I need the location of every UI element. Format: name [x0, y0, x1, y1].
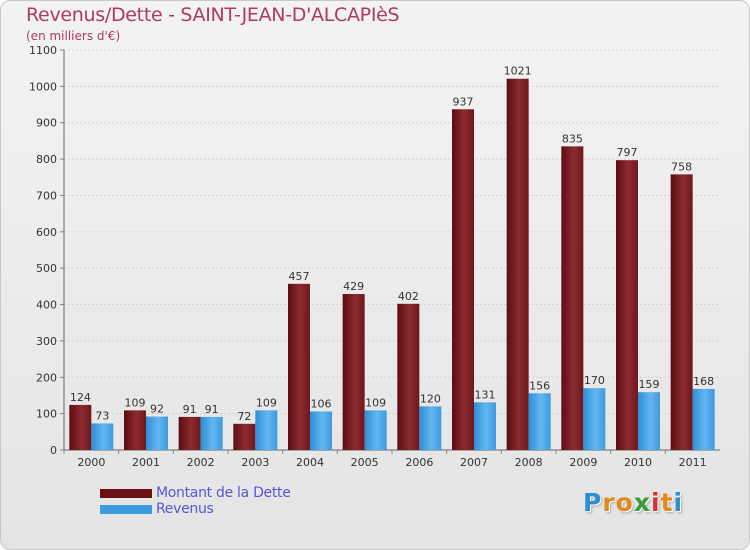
data-label: 73 — [95, 409, 109, 422]
y-tick-label: 1000 — [29, 80, 57, 93]
logo-letter: r — [602, 488, 616, 517]
data-label: 91 — [205, 403, 219, 416]
logo-letter: o — [615, 488, 634, 517]
bar-revenus — [200, 416, 223, 450]
bar-dette — [288, 283, 310, 450]
data-label: 168 — [693, 375, 714, 388]
bar-revenus — [310, 411, 332, 450]
bar-revenus — [583, 388, 606, 450]
data-label: 131 — [475, 388, 496, 401]
x-tick-label: 2000 — [77, 456, 105, 469]
y-tick-label: 1100 — [29, 44, 57, 57]
bar-dette — [178, 416, 201, 450]
bar-dette — [561, 146, 584, 450]
logo-letter: i — [673, 488, 684, 517]
y-tick-label: 700 — [36, 189, 57, 202]
chart-subtitle: (en milliers d'€) — [26, 29, 121, 43]
legend-label-dette: Montant de la Dette — [156, 485, 291, 501]
x-tick-label: 2008 — [515, 456, 543, 469]
x-tick-label: 2002 — [187, 456, 215, 469]
y-tick-label: 0 — [50, 444, 57, 457]
x-tick-label: 2006 — [405, 456, 433, 469]
x-tick-label: 2003 — [241, 456, 269, 469]
y-tick-label: 900 — [36, 117, 57, 130]
bar-revenus — [474, 402, 496, 450]
bar-dette — [452, 109, 474, 450]
logo-letter: P — [583, 488, 603, 517]
data-label: 124 — [70, 391, 91, 404]
bar-revenus — [364, 410, 387, 450]
y-tick-label: 600 — [36, 226, 57, 239]
data-label: 429 — [343, 280, 364, 293]
bar-dette — [397, 303, 420, 450]
x-tick-label: 2001 — [132, 456, 160, 469]
data-label: 758 — [671, 160, 692, 173]
bar-dette — [342, 294, 365, 450]
data-label: 109 — [365, 396, 386, 409]
chart-title: Revenus/Dette - SAINT-JEAN-D'ALCAPIèS — [26, 4, 400, 26]
bar-dette — [670, 174, 693, 450]
bar-dette — [506, 78, 529, 451]
data-label: 109 — [125, 396, 146, 409]
data-label: 91 — [183, 403, 197, 416]
x-tick-label: 2011 — [679, 456, 707, 469]
data-label: 109 — [256, 396, 277, 409]
bar-dette — [69, 404, 92, 450]
data-label: 457 — [289, 270, 310, 283]
bar-revenus — [638, 392, 660, 450]
bar-revenus — [91, 423, 114, 450]
bar-revenus — [255, 410, 278, 450]
data-label: 170 — [584, 374, 605, 387]
x-tick-label: 2010 — [624, 456, 652, 469]
x-tick-label: 2005 — [351, 456, 379, 469]
y-tick-label: 200 — [36, 371, 57, 384]
data-label: 120 — [420, 392, 441, 405]
x-tick-label: 2009 — [569, 456, 597, 469]
legend-label-revenus: Revenus — [156, 501, 214, 517]
logo-letter: i — [651, 488, 661, 517]
bar-revenus — [692, 388, 715, 450]
bar-revenus — [419, 406, 442, 450]
y-tick-label: 100 — [36, 408, 57, 421]
data-label: 159 — [639, 378, 660, 391]
data-label: 156 — [529, 379, 550, 392]
data-label: 835 — [562, 132, 583, 145]
legend-swatch-revenus — [100, 505, 152, 514]
data-label: 402 — [398, 290, 419, 303]
bar-dette — [233, 423, 256, 450]
logo-letter: t — [660, 488, 674, 517]
data-label: 72 — [237, 410, 251, 423]
bar-dette — [124, 410, 146, 450]
y-tick-label: 400 — [36, 299, 57, 312]
bar-revenus — [528, 393, 551, 450]
y-tick-label: 300 — [36, 335, 57, 348]
y-tick-label: 800 — [36, 153, 57, 166]
data-label: 1021 — [504, 65, 532, 78]
y-tick-label: 500 — [36, 262, 57, 275]
data-label: 106 — [311, 397, 332, 410]
x-tick-label: 2004 — [296, 456, 324, 469]
legend-swatch-dette — [100, 489, 152, 498]
data-label: 797 — [617, 146, 638, 159]
bar-revenus — [146, 416, 168, 450]
logo-letter: x — [633, 488, 651, 517]
bar-dette — [616, 160, 638, 450]
data-label: 92 — [150, 403, 164, 416]
proxiti-logo: Proxiti — [583, 488, 683, 517]
x-tick-label: 2007 — [460, 456, 488, 469]
data-label: 937 — [453, 95, 474, 108]
